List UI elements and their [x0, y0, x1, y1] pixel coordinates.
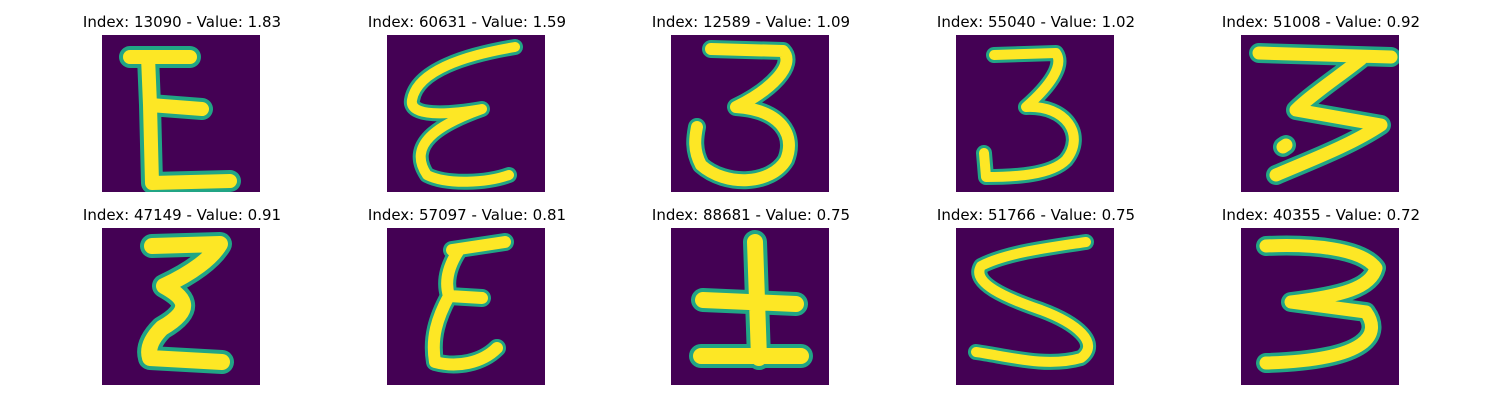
panel-title: Index: 12589 - Value: 1.09	[651, 13, 851, 31]
panel-title: Index: 88681 - Value: 0.75	[651, 206, 851, 224]
panel-9: Index: 51766 - Value: 0.75	[937, 206, 1135, 385]
panel-title: Index: 13090 - Value: 1.83	[82, 13, 282, 31]
glyph-image	[387, 228, 545, 385]
panel-title: Index: 40355 - Value: 0.72	[1221, 206, 1421, 224]
glyph-image	[671, 35, 829, 192]
glyph-image	[387, 35, 545, 192]
panel-title: Index: 57097 - Value: 0.81	[367, 206, 567, 224]
panel-10: Index: 40355 - Value: 0.72	[1222, 206, 1420, 385]
glyph-image	[956, 228, 1114, 385]
panel-title: Index: 47149 - Value: 0.91	[82, 206, 282, 224]
panel-title: Index: 55040 - Value: 1.02	[936, 13, 1136, 31]
panel-title: Index: 51766 - Value: 0.75	[936, 206, 1136, 224]
glyph-image	[1241, 228, 1399, 385]
glyph-image	[671, 228, 829, 385]
panel-1: Index: 13090 - Value: 1.83	[83, 13, 281, 192]
panel-4: Index: 55040 - Value: 1.02	[937, 13, 1135, 192]
glyph-image	[102, 35, 260, 192]
panel-7: Index: 57097 - Value: 0.81	[368, 206, 566, 385]
panel-3: Index: 12589 - Value: 1.09	[652, 13, 850, 192]
panel-6: Index: 47149 - Value: 0.91	[83, 206, 281, 385]
glyph-image	[956, 35, 1114, 192]
glyph-image	[102, 228, 260, 385]
panel-8: Index: 88681 - Value: 0.75	[652, 206, 850, 385]
panel-title: Index: 60631 - Value: 1.59	[367, 13, 567, 31]
panel-title: Index: 51008 - Value: 0.92	[1221, 13, 1421, 31]
glyph-image	[1241, 35, 1399, 192]
panel-5: Index: 51008 - Value: 0.92	[1222, 13, 1420, 192]
panel-2: Index: 60631 - Value: 1.59	[368, 13, 566, 192]
